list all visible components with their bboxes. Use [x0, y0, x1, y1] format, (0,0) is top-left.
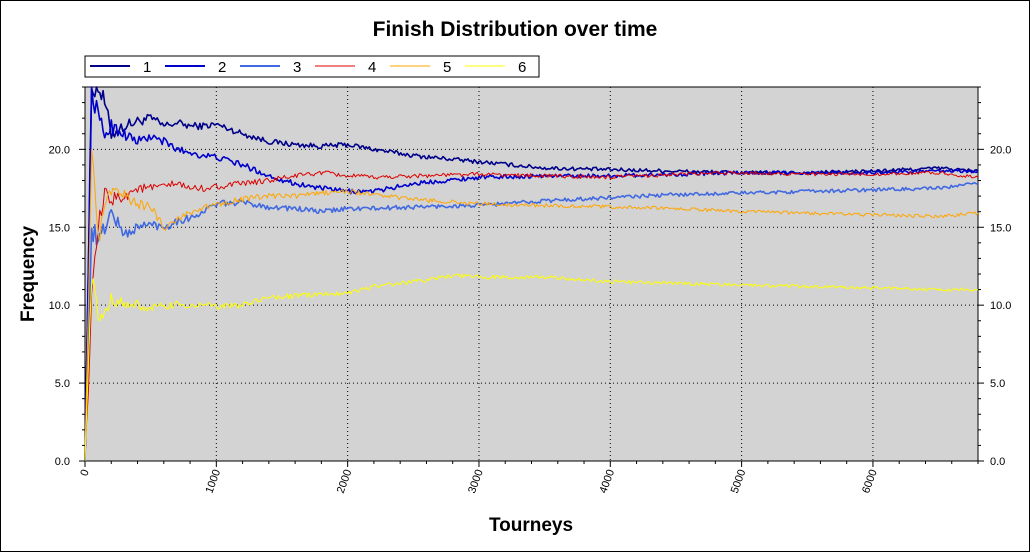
legend-label-5: 5 — [443, 59, 451, 76]
series-line-6 — [84, 273, 979, 462]
legend-label-2: 2 — [218, 59, 226, 76]
legend-label-6: 6 — [518, 59, 526, 76]
y-tick-label-right: 15.0 — [990, 222, 1011, 234]
legend-label-4: 4 — [368, 59, 376, 76]
x-tick-label: 6000 — [860, 468, 880, 495]
y-tick-label-right: 20.0 — [990, 144, 1011, 156]
y-tick-label-left: 10.0 — [49, 300, 70, 312]
y-tick-label-right: 0.0 — [990, 456, 1005, 468]
plot-area — [84, 86, 979, 462]
x-tick-label: 1000 — [203, 468, 223, 495]
y-tick-label-left: 5.0 — [55, 378, 70, 390]
series-line-4 — [84, 170, 979, 462]
x-axis-label: Tourneys — [489, 515, 573, 536]
y-tick-label-right: 10.0 — [990, 300, 1011, 312]
y-tick-label-left: 0.0 — [55, 456, 70, 468]
y-axis-label: Frequency — [18, 226, 39, 323]
x-tick-label: 5000 — [729, 468, 749, 495]
x-tick-label: 2000 — [335, 468, 355, 495]
legend-label-1: 1 — [143, 59, 151, 76]
y-tick-label-left: 15.0 — [49, 222, 70, 234]
series-lines — [84, 86, 979, 462]
x-tick-label: 3000 — [466, 468, 486, 495]
x-tick-label: 0 — [78, 468, 91, 478]
chart-title: Finish Distribution over time — [373, 18, 658, 41]
series-line-5 — [84, 149, 979, 462]
y-tick-label-left: 20.0 — [49, 144, 70, 156]
y-tick-label-right: 5.0 — [990, 378, 1005, 390]
x-tick-label: 4000 — [597, 468, 617, 495]
legend: 1 2 3 4 5 6 — [84, 55, 540, 78]
legend-label-3: 3 — [293, 59, 301, 76]
legend-box — [84, 55, 540, 78]
